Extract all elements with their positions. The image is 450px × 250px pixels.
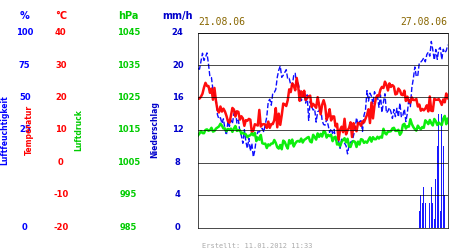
Text: 21.08.06: 21.08.06 bbox=[198, 17, 245, 27]
Text: Luftfeuchtigkeit: Luftfeuchtigkeit bbox=[0, 95, 9, 165]
Text: 75: 75 bbox=[19, 60, 31, 70]
Bar bbox=[422, 203, 423, 228]
Text: 0: 0 bbox=[58, 158, 63, 167]
Text: 12: 12 bbox=[172, 126, 184, 134]
Text: 0: 0 bbox=[175, 223, 180, 232]
Text: 16: 16 bbox=[172, 93, 184, 102]
Text: °C: °C bbox=[55, 11, 67, 21]
Text: 1035: 1035 bbox=[117, 60, 140, 70]
Text: 985: 985 bbox=[120, 223, 137, 232]
Text: 30: 30 bbox=[55, 60, 67, 70]
Text: 10: 10 bbox=[55, 126, 67, 134]
Text: Niederschlag: Niederschlag bbox=[151, 102, 160, 158]
Text: Erstellt: 11.01.2012 11:33: Erstellt: 11.01.2012 11:33 bbox=[202, 243, 313, 249]
Text: %: % bbox=[20, 11, 30, 21]
Bar bbox=[419, 211, 420, 228]
Text: 20: 20 bbox=[172, 60, 184, 70]
Bar bbox=[435, 179, 436, 228]
Text: 0: 0 bbox=[22, 223, 27, 232]
Text: mm/h: mm/h bbox=[162, 11, 193, 21]
Text: Temperatur: Temperatur bbox=[25, 105, 34, 155]
Bar bbox=[440, 211, 441, 228]
Bar bbox=[443, 146, 444, 228]
Text: 25: 25 bbox=[19, 126, 31, 134]
Bar bbox=[434, 220, 435, 228]
Bar bbox=[425, 203, 426, 228]
Text: 1025: 1025 bbox=[117, 93, 140, 102]
Text: -10: -10 bbox=[53, 190, 68, 200]
Bar bbox=[432, 203, 433, 228]
Bar bbox=[423, 187, 424, 228]
Text: 1005: 1005 bbox=[117, 158, 140, 167]
Bar bbox=[444, 195, 445, 228]
Text: 100: 100 bbox=[16, 28, 33, 37]
Text: 8: 8 bbox=[175, 158, 180, 167]
Text: 40: 40 bbox=[55, 28, 67, 37]
Text: hPa: hPa bbox=[118, 11, 139, 21]
Text: 1015: 1015 bbox=[117, 126, 140, 134]
Bar bbox=[429, 203, 430, 228]
Bar bbox=[431, 187, 432, 228]
Text: -20: -20 bbox=[53, 223, 68, 232]
Bar bbox=[441, 114, 442, 228]
Bar bbox=[438, 114, 439, 228]
Text: 4: 4 bbox=[175, 190, 181, 200]
Bar bbox=[437, 146, 438, 228]
Text: 995: 995 bbox=[120, 190, 137, 200]
Text: 50: 50 bbox=[19, 93, 31, 102]
Text: Luftdruck: Luftdruck bbox=[74, 109, 83, 151]
Text: 27.08.06: 27.08.06 bbox=[401, 17, 448, 27]
Text: 1045: 1045 bbox=[117, 28, 140, 37]
Text: 24: 24 bbox=[172, 28, 184, 37]
Bar bbox=[420, 195, 421, 228]
Text: 20: 20 bbox=[55, 93, 67, 102]
